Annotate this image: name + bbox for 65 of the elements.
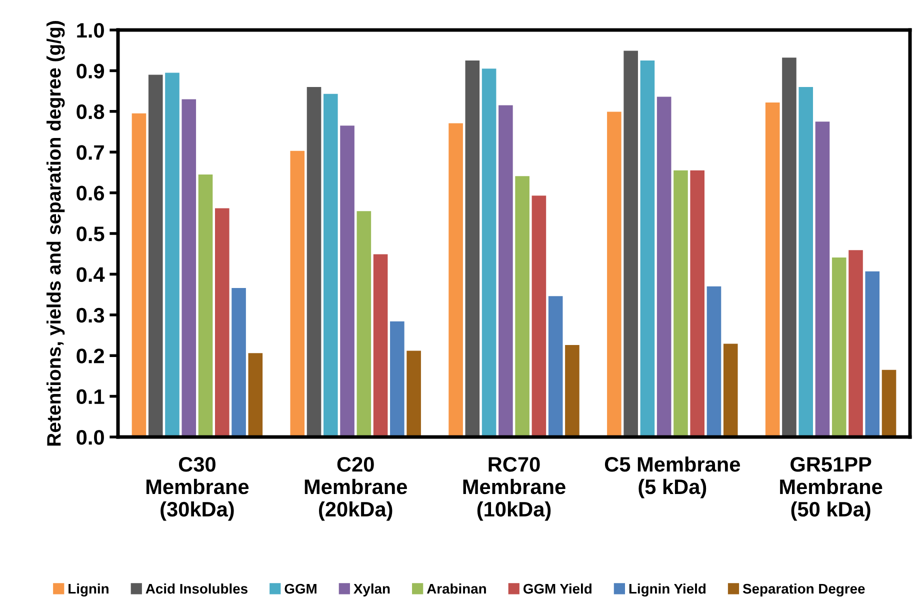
bar (290, 150, 305, 437)
bar (465, 60, 480, 437)
bar (148, 74, 163, 437)
bar (406, 350, 421, 437)
legend-label: Separation Degree (742, 583, 865, 596)
bar (656, 96, 672, 437)
bar (198, 174, 213, 437)
x-tick-label: C5 Membrane (5 kDa) (604, 456, 740, 498)
legend-label: Arabinan (426, 583, 486, 594)
y-tick-label: 0.0 (76, 430, 104, 445)
legend-label: GGM Yield (523, 583, 592, 594)
legend-label: Lignin (68, 583, 108, 596)
bar (723, 344, 738, 437)
legend-label: Xylan (354, 583, 390, 596)
bar (182, 99, 196, 437)
bar (815, 122, 830, 437)
bar (324, 94, 338, 437)
bar (448, 123, 463, 437)
bar (248, 353, 263, 437)
bar (607, 112, 622, 437)
bar (356, 211, 372, 437)
x-tick-label: GR51PP Membrane (50 kDa) (780, 456, 882, 521)
bar (706, 286, 722, 437)
y-tick-label: 1.0 (77, 23, 104, 38)
bar (565, 345, 580, 437)
bar (882, 370, 896, 437)
bar (624, 50, 638, 437)
bar (390, 321, 404, 437)
bar (498, 105, 513, 437)
bar (690, 170, 704, 437)
x-tick-label: RC70 Membrane (10kDa) (463, 456, 566, 521)
y-tick-label: 0.1 (76, 389, 104, 404)
y-tick-label: 0.5 (76, 226, 104, 242)
y-tick-label: 0.2 (76, 348, 104, 364)
bar (165, 72, 180, 437)
bar (640, 60, 655, 437)
x-tick-label: C30 Membrane (30kDa) (146, 456, 249, 521)
bar (306, 86, 322, 437)
legend-label: GGM (284, 584, 316, 594)
y-tick-label: 0.8 (76, 104, 104, 120)
bar (532, 196, 546, 437)
bar (865, 271, 880, 437)
bar (674, 170, 688, 437)
bar (798, 86, 814, 437)
y-tick-label: 0.7 (76, 145, 104, 160)
bar (832, 258, 846, 437)
y-tick-label: 0.3 (76, 308, 104, 323)
y-tick-label: 0.9 (76, 64, 104, 78)
bar (232, 288, 246, 437)
bar (848, 250, 863, 437)
legend-label: Acid Insolubles (146, 583, 248, 594)
bar (765, 102, 780, 437)
x-tick-label: C20 Membrane (20kDa) (304, 456, 407, 521)
y-tick-label: 0.6 (76, 186, 104, 201)
y-axis-title: Retentions, yields and separation degree (g/g) (46, 21, 65, 446)
bar (214, 208, 230, 437)
bar (373, 254, 388, 437)
bar (548, 296, 563, 437)
legend-label: Lignin Yield (629, 583, 706, 596)
bar (132, 113, 146, 437)
bar (782, 58, 796, 437)
bar (340, 126, 354, 437)
y-tick-label: 0.4 (76, 267, 105, 282)
bar (515, 176, 530, 437)
bar (482, 68, 496, 437)
